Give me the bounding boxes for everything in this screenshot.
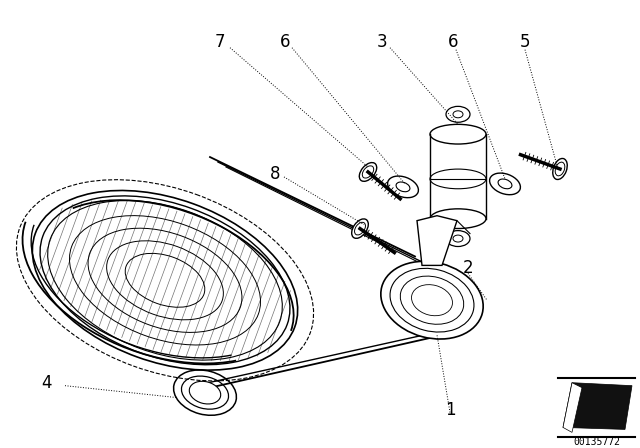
Text: 8: 8 <box>269 165 280 183</box>
Ellipse shape <box>359 163 377 181</box>
Ellipse shape <box>553 159 567 180</box>
Text: 00135772: 00135772 <box>573 437 621 448</box>
Text: 1: 1 <box>445 401 455 418</box>
Ellipse shape <box>396 182 410 192</box>
Text: 4: 4 <box>42 374 52 392</box>
Polygon shape <box>417 215 457 265</box>
Ellipse shape <box>555 162 565 176</box>
Text: 6: 6 <box>280 33 291 51</box>
Ellipse shape <box>381 261 483 339</box>
Ellipse shape <box>498 179 512 189</box>
Ellipse shape <box>446 106 470 122</box>
Ellipse shape <box>352 219 368 238</box>
Polygon shape <box>563 383 632 429</box>
Text: 3: 3 <box>377 33 387 51</box>
Text: 6: 6 <box>448 33 458 51</box>
Polygon shape <box>563 383 582 432</box>
Ellipse shape <box>355 222 365 235</box>
Ellipse shape <box>362 166 374 178</box>
Text: 2: 2 <box>463 259 474 277</box>
Ellipse shape <box>388 176 419 198</box>
Ellipse shape <box>189 381 221 404</box>
Text: 7: 7 <box>215 33 225 51</box>
Ellipse shape <box>490 173 520 195</box>
Text: 5: 5 <box>520 33 531 51</box>
Ellipse shape <box>424 235 440 246</box>
Ellipse shape <box>446 231 470 246</box>
